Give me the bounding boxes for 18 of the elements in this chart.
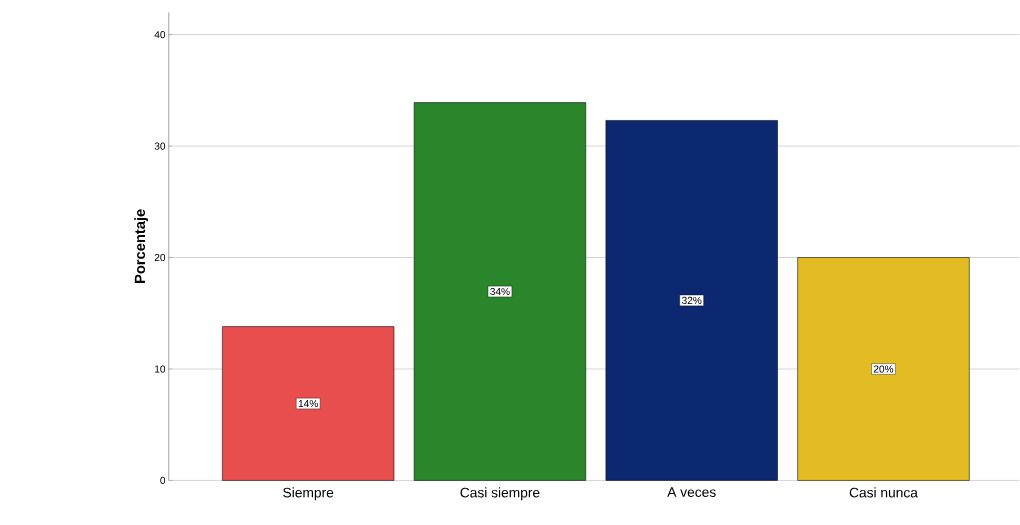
y-tick-label: 20 (154, 253, 166, 262)
data-label: 20% (873, 365, 894, 373)
y-tick-label: 0 (160, 476, 166, 485)
y-tick-label: 10 (155, 365, 166, 373)
x-tick-label: Casi nunca (849, 487, 918, 498)
bar (222, 326, 395, 481)
bar (797, 257, 970, 481)
data-label: 34% (490, 287, 510, 296)
bar (413, 102, 587, 481)
bar (605, 120, 778, 481)
data-label: 32% (682, 296, 702, 305)
y-tick-label: 30 (154, 142, 166, 150)
x-tick-label: Casi siempre (460, 487, 540, 501)
data-label: 14% (298, 400, 318, 408)
y-axis-title: Porcentaje (134, 209, 148, 283)
x-tick-label: A veces (667, 487, 716, 497)
x-tick-label: Siempre (283, 487, 334, 501)
y-tick-label: 40 (154, 31, 166, 39)
